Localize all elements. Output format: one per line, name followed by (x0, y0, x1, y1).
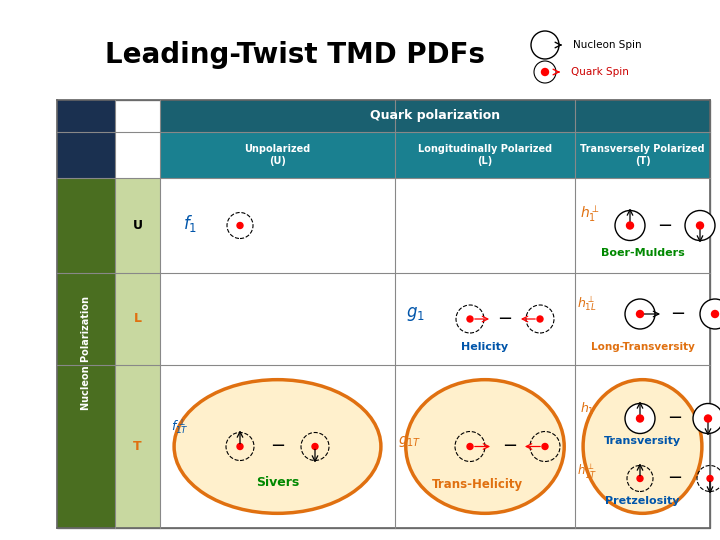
Circle shape (537, 316, 543, 322)
Text: Transversely Polarized
(T): Transversely Polarized (T) (580, 144, 705, 166)
Circle shape (625, 299, 655, 329)
Circle shape (467, 316, 473, 322)
Text: $h_{1L}^{\perp}$: $h_{1L}^{\perp}$ (577, 295, 597, 313)
Circle shape (467, 443, 473, 449)
Circle shape (625, 403, 655, 434)
Circle shape (636, 310, 644, 318)
Text: T: T (133, 440, 142, 453)
Ellipse shape (174, 380, 381, 514)
Circle shape (237, 222, 243, 228)
Text: −: − (667, 409, 683, 428)
Text: Helicity: Helicity (462, 342, 508, 352)
Text: Long-Transversity: Long-Transversity (590, 342, 694, 352)
Ellipse shape (583, 380, 702, 514)
Circle shape (693, 403, 720, 434)
Text: Boer-Mulders: Boer-Mulders (600, 248, 685, 259)
Text: $f_{1T}^{\perp}$: $f_{1T}^{\perp}$ (171, 417, 189, 436)
Text: Transversity: Transversity (604, 436, 681, 447)
Text: $f_1$: $f_1$ (183, 213, 197, 234)
Text: $g_1$: $g_1$ (405, 305, 425, 323)
Circle shape (534, 61, 556, 83)
Bar (115, 178, 160, 528)
Text: Nucleon Polarization: Nucleon Polarization (81, 296, 91, 410)
Text: $h_1^{\perp}$: $h_1^{\perp}$ (580, 203, 600, 224)
Circle shape (685, 211, 715, 240)
Bar (57, 178, 115, 528)
Text: Quark polarization: Quark polarization (370, 110, 500, 123)
Ellipse shape (406, 380, 564, 514)
Text: Unpolarized
(U): Unpolarized (U) (244, 144, 310, 166)
Text: −: − (498, 310, 513, 328)
Text: −: − (667, 469, 683, 488)
Text: −: − (503, 437, 518, 456)
Circle shape (704, 415, 711, 422)
Circle shape (637, 476, 643, 482)
Text: −: − (670, 305, 685, 323)
Bar (160, 132, 710, 178)
Text: Trans-Helicity: Trans-Helicity (431, 478, 523, 491)
Text: Leading-Twist TMD PDFs: Leading-Twist TMD PDFs (105, 41, 485, 69)
Text: Longitudinally Polarized
(L): Longitudinally Polarized (L) (418, 144, 552, 166)
Bar (57, 100, 710, 528)
Circle shape (312, 443, 318, 449)
Bar (57, 100, 115, 528)
Text: U: U (132, 219, 143, 232)
Circle shape (700, 299, 720, 329)
Text: Quark Spin: Quark Spin (571, 67, 629, 77)
Text: Pretzelosity: Pretzelosity (606, 496, 680, 505)
Circle shape (636, 415, 644, 422)
Circle shape (711, 310, 719, 318)
Text: $g_{1T}$: $g_{1T}$ (398, 434, 422, 449)
Text: $h_{1T}^{\perp}$: $h_{1T}^{\perp}$ (577, 462, 597, 480)
Text: $h_1$: $h_1$ (580, 401, 594, 416)
Circle shape (696, 222, 703, 229)
Circle shape (542, 443, 548, 449)
Text: −: − (271, 437, 286, 456)
Text: Nucleon Spin: Nucleon Spin (573, 40, 642, 50)
Text: L: L (133, 313, 142, 326)
Circle shape (541, 69, 549, 76)
Text: Sivers: Sivers (256, 476, 299, 489)
Circle shape (531, 31, 559, 59)
Circle shape (626, 222, 634, 229)
Circle shape (707, 476, 713, 482)
Circle shape (237, 443, 243, 449)
Circle shape (615, 211, 645, 240)
Text: −: − (657, 217, 672, 234)
Bar (160, 100, 710, 132)
